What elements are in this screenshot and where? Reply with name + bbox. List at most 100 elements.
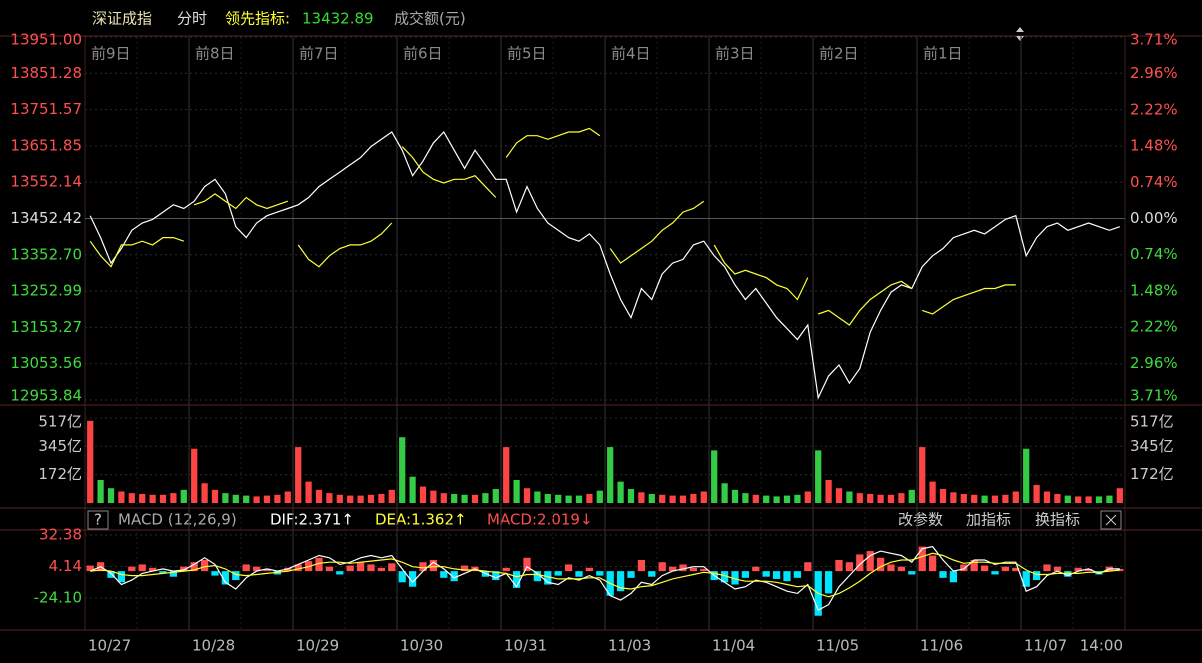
macd-bar xyxy=(648,571,656,577)
price-line xyxy=(89,131,1120,400)
volume-bar xyxy=(690,493,697,503)
help[interactable]: ? xyxy=(94,511,102,529)
volume-bar xyxy=(825,479,832,503)
y2-tick-label: 0.74% xyxy=(1130,245,1178,263)
volume-bar xyxy=(336,494,343,503)
macd-bar xyxy=(544,571,552,585)
macd-bar xyxy=(1032,571,1041,581)
macd-bar xyxy=(741,571,750,578)
volume-bar xyxy=(887,494,895,503)
macd-bar xyxy=(252,566,261,572)
y-tick-label: 13851.28 xyxy=(10,64,82,82)
y2-tick-label: 2.96% xyxy=(1130,354,1178,372)
macd-bar xyxy=(564,564,573,572)
x-tick-label: 11/07 xyxy=(1024,637,1067,655)
volume-bar xyxy=(139,493,146,503)
macd-bar xyxy=(762,571,770,577)
y-tick-label: 13951.00 xyxy=(10,31,82,49)
y-tick-label: 517亿 xyxy=(38,413,82,431)
mode[interactable]: 分时 xyxy=(177,10,207,28)
y-tick-label: 172亿 xyxy=(38,465,82,483)
volume-bar xyxy=(752,494,759,503)
volume-bar xyxy=(596,490,603,503)
price-line xyxy=(818,280,913,326)
volume-bar xyxy=(555,494,562,503)
y2-tick-label: 172亿 xyxy=(1130,465,1174,483)
volume-bar xyxy=(804,491,811,503)
macd-bar xyxy=(294,564,302,572)
day-label: 前7日 xyxy=(299,45,339,63)
volume-bar xyxy=(440,493,447,503)
y-tick-label: 13252.99 xyxy=(10,282,82,300)
macd-bar xyxy=(804,562,812,572)
macd-bar xyxy=(315,557,323,572)
macd-bar xyxy=(772,571,781,579)
macd-bar xyxy=(939,571,947,578)
y-tick-label: 13552.14 xyxy=(10,173,82,191)
y2-tick-label: 1.48% xyxy=(1130,281,1178,299)
close-box[interactable] xyxy=(1100,510,1122,530)
day-label: 前9日 xyxy=(91,45,131,63)
macd-bar xyxy=(450,571,458,582)
volume-bar xyxy=(243,495,250,503)
volume-bar xyxy=(201,483,208,503)
macd-bar xyxy=(970,559,978,572)
macd-bar xyxy=(637,559,646,572)
volume-bar xyxy=(284,491,291,503)
macd-bar xyxy=(138,564,146,572)
volume-bar xyxy=(1085,496,1092,503)
volume-bar xyxy=(503,447,510,503)
x-tick-label: 10/31 xyxy=(504,637,547,655)
macd-bar xyxy=(325,566,334,572)
volume-bar xyxy=(180,489,187,503)
macd-bar xyxy=(876,557,885,572)
price-line xyxy=(401,146,497,198)
macd-bar xyxy=(918,546,926,572)
macd-bar xyxy=(336,571,344,575)
macd-bar xyxy=(533,571,542,582)
macd-bar xyxy=(887,564,895,572)
macd-bar xyxy=(960,564,968,572)
volume-bar xyxy=(1054,493,1061,503)
volume-bar xyxy=(482,493,489,503)
macd-line xyxy=(89,545,1120,612)
button[interactable]: 换指标 xyxy=(1035,511,1080,529)
macd-bar xyxy=(408,571,417,587)
button[interactable]: 加指标 xyxy=(966,511,1011,529)
volume-bar xyxy=(191,448,198,503)
volume-bar xyxy=(409,476,416,503)
volume-bar xyxy=(263,495,271,503)
volume-bar xyxy=(1116,488,1123,503)
volume-bar xyxy=(856,493,863,503)
macd-bar xyxy=(668,566,677,572)
macd-bar xyxy=(554,571,562,576)
macd-bar xyxy=(845,562,854,572)
macd-bar xyxy=(949,571,958,583)
macd-bar xyxy=(835,559,843,572)
close-icon[interactable] xyxy=(1105,514,1117,526)
volume-bar xyxy=(87,420,94,503)
y-tick-label: 32.38 xyxy=(39,526,82,544)
y-tick-label: 13751.57 xyxy=(10,100,82,118)
y-tick-label: 13352.70 xyxy=(10,245,82,263)
price-line xyxy=(713,244,809,301)
volume-bar xyxy=(867,493,874,503)
volume-bar xyxy=(846,491,853,503)
volume-bar xyxy=(222,493,229,503)
volume-bar xyxy=(783,495,791,503)
macd-bar xyxy=(232,571,240,581)
button[interactable]: 改参数 xyxy=(898,511,943,529)
volume-bar xyxy=(461,494,468,503)
macd-bar xyxy=(596,571,604,576)
day-label: 前5日 xyxy=(507,45,547,63)
volume-bar xyxy=(669,495,676,503)
macd-bar xyxy=(928,555,937,572)
macd-label: MACD:2.019↓ xyxy=(487,511,593,529)
volume-bar xyxy=(763,495,770,503)
help-box[interactable] xyxy=(87,510,109,530)
resize-icon[interactable] xyxy=(1016,27,1024,41)
volume-bar xyxy=(638,492,645,503)
y2-tick-label: 517亿 xyxy=(1130,413,1174,431)
volume-bar xyxy=(617,481,624,503)
x-tick-label: 10/28 xyxy=(192,637,235,655)
